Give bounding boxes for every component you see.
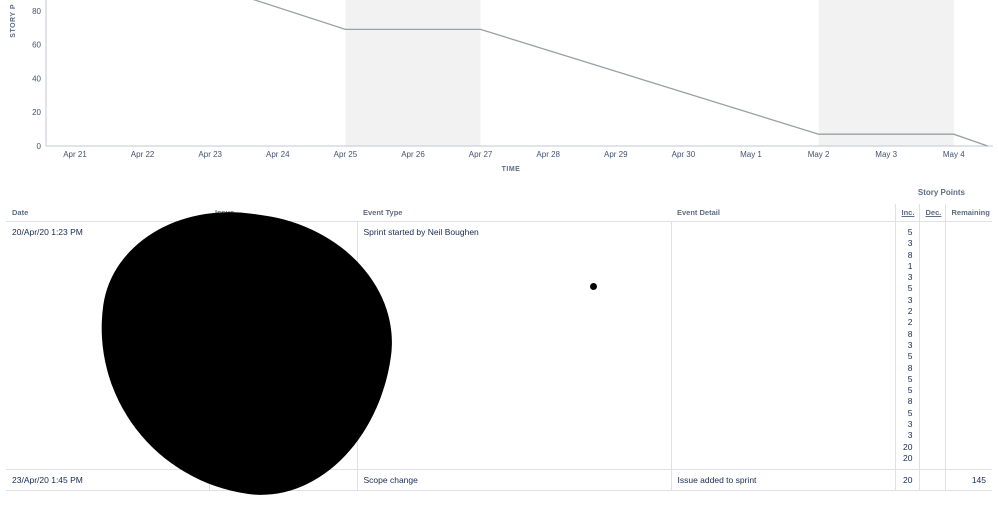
non-working-days	[345, 0, 954, 146]
x-tick-label: Apr 30	[672, 150, 696, 159]
x-tick-label: Apr 22	[131, 150, 155, 159]
x-tick-label: Apr 24	[266, 150, 290, 159]
series-lines	[252, 0, 988, 147]
x-tick-label: Apr 23	[198, 150, 222, 159]
inc-value: 5	[907, 351, 913, 362]
row-date: 23/Apr/20 1:45 PM	[6, 469, 209, 492]
non-working-band	[818, 0, 954, 146]
inc-value: 5	[907, 385, 913, 396]
column-header-inc[interactable]: Inc.	[894, 204, 919, 222]
y-tick-label: 20	[32, 108, 41, 117]
x-tick-label: Apr 21	[63, 150, 87, 159]
inc-value: 20	[903, 441, 913, 452]
inc-value: 3	[907, 430, 913, 441]
x-tick-label: Apr 28	[536, 150, 560, 159]
row-dec	[918, 469, 945, 492]
inc-value: 5	[907, 227, 913, 237]
inc-value: 3	[907, 419, 913, 430]
y-tick-label: 0	[37, 142, 42, 151]
x-axis-ticks: Apr 21 Apr 22 Apr 23 Apr 24 Apr 25 Apr 26 Apr …	[63, 150, 965, 159]
inc-value: 8	[907, 328, 913, 339]
column-header-event-detail[interactable]: Event Detail	[671, 204, 895, 222]
inc-abbr: Inc.	[901, 207, 915, 217]
column-header-dec[interactable]: Dec.	[918, 204, 945, 222]
inc-value: 5	[907, 373, 913, 384]
x-tick-label: Apr 26	[401, 150, 425, 159]
inc-value: 8	[907, 249, 913, 260]
story-points-group-header: Story Points	[917, 188, 965, 197]
x-tick-label: Apr 29	[604, 150, 628, 159]
inc-value: 2	[907, 317, 913, 328]
column-header-event-type[interactable]: Event Type	[357, 204, 671, 222]
dec-abbr: Dec.	[925, 207, 942, 217]
row-inc: 20	[894, 469, 919, 492]
inc-value: 20	[903, 452, 913, 463]
row-dec	[918, 221, 945, 471]
inc-value: 8	[907, 362, 913, 373]
table-row: 23/Apr/20 1:45 PM Scope change Issue add…	[6, 469, 992, 492]
y-axis-title: STORY P	[10, 4, 17, 38]
inc-value: 5	[907, 283, 913, 294]
x-tick-label: May 1	[740, 150, 762, 159]
non-working-band	[345, 0, 481, 146]
y-tick-label: 40	[32, 74, 41, 83]
inc-value: 3	[907, 272, 913, 283]
inc-value: 3	[907, 238, 913, 249]
inc-value: 5	[907, 407, 913, 418]
y-axis-ticks: 0 20 40 60 80	[32, 7, 41, 151]
row-event-detail	[670, 221, 895, 471]
burndown-chart: 0 20 40 60 80 Apr 21 Apr 22 Apr 23 Apr 24 Apr 25…	[10, 0, 993, 173]
table-header-row: Date Issue Event Type Event Detail Inc. …	[6, 204, 992, 222]
x-tick-label: Apr 25	[334, 150, 358, 159]
inc-value: 3	[907, 294, 913, 305]
x-tick-label: Apr 27	[469, 150, 493, 159]
row-remaining: 145	[944, 469, 992, 492]
column-header-date[interactable]: Date	[6, 204, 209, 222]
y-tick-label: 60	[32, 41, 41, 50]
row-inc-list: 5 3 8 1 3 5 3 2 2 8 3 5 8 5 5 8 5 3 3 20 20	[894, 221, 919, 471]
x-tick-label: May 4	[943, 150, 965, 159]
x-tick-label: May 3	[875, 150, 897, 159]
row-remaining	[944, 221, 992, 471]
inc-value: 1	[907, 260, 913, 271]
row-event-type: Sprint started by Neil Boughen	[356, 221, 671, 471]
series-line	[252, 0, 988, 147]
row-event-detail: Issue added to sprint	[670, 469, 895, 492]
x-axis-title: TIME	[502, 166, 521, 173]
cursor-dot	[590, 283, 597, 290]
row-event-type: Scope change	[356, 469, 671, 492]
inc-value: 3	[907, 339, 913, 350]
inc-value: 2	[907, 306, 913, 317]
inc-value: 8	[907, 396, 913, 407]
x-tick-label: May 2	[808, 150, 830, 159]
column-header-remaining[interactable]: Remaining	[944, 204, 992, 222]
y-tick-label: 80	[32, 7, 41, 16]
